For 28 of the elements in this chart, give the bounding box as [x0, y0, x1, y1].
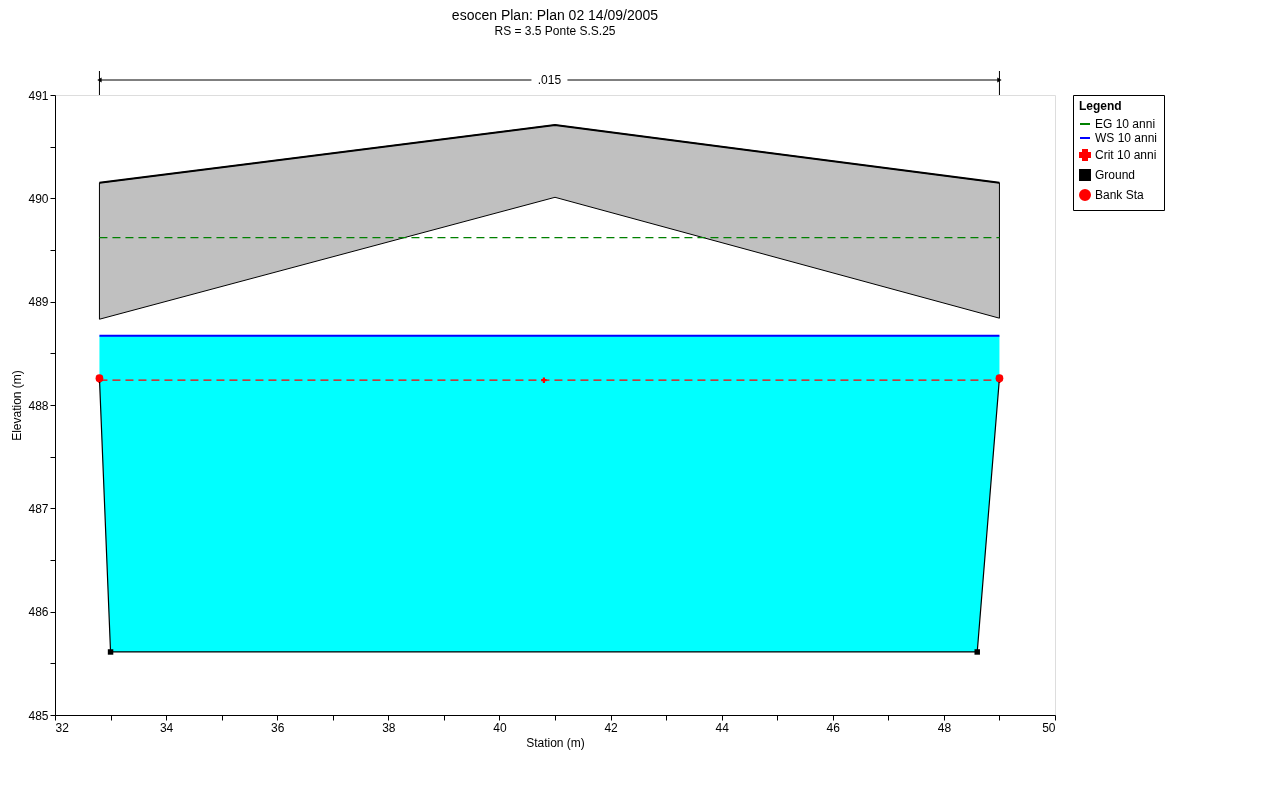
y-tick-label: 490 — [28, 191, 49, 206]
text: .015 — [537, 73, 562, 87]
y-axis-title: Elevation (m) — [10, 370, 25, 441]
y-tick-label: 485 — [28, 708, 49, 723]
x-tick-label: 40 — [493, 720, 507, 735]
x-tick-label: 44 — [715, 720, 730, 735]
legend-title: Legend — [1079, 99, 1122, 113]
x-tick-label: 42 — [604, 720, 619, 735]
x-tick-label: 50 — [1042, 720, 1056, 735]
x-tick-label: 32 — [55, 720, 70, 735]
y-tick-label: 491 — [28, 88, 49, 103]
chart-subtitle: RS = 3.5 Ponte S.S.25 — [494, 23, 616, 38]
x-tick-label: 38 — [382, 720, 396, 735]
y-tick-label: 489 — [28, 295, 49, 310]
x-tick-label: 36 — [271, 720, 285, 735]
chart-title: esocen Plan: Plan 02 14/09/2005 — [451, 6, 659, 23]
legend-label: Ground — [1095, 168, 1136, 182]
legend-label: WS 10 anni — [1095, 131, 1158, 145]
x-tick-label: 34 — [159, 720, 174, 735]
y-tick-label: 487 — [28, 501, 49, 516]
x-axis-title: Station (m) — [526, 735, 585, 750]
legend-label: EG 10 anni — [1095, 117, 1156, 131]
legend-label: Crit 10 anni — [1095, 148, 1157, 162]
y-tick-label: 488 — [28, 398, 49, 413]
y-tick-label: 486 — [28, 605, 49, 620]
x-tick-label: 48 — [937, 720, 952, 735]
x-tick-label: 46 — [826, 720, 841, 735]
legend-label: Bank Sta — [1095, 188, 1145, 202]
